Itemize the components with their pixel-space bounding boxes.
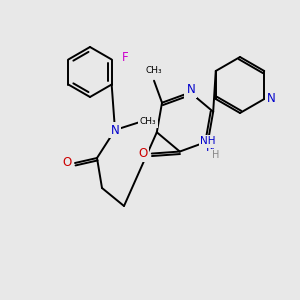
- Text: NH: NH: [200, 136, 216, 146]
- Text: N: N: [111, 124, 119, 136]
- Text: N: N: [206, 141, 214, 154]
- Text: O: O: [138, 147, 147, 160]
- Text: N: N: [267, 92, 276, 106]
- Text: N: N: [186, 86, 195, 99]
- Text: CH₃: CH₃: [140, 118, 156, 127]
- Text: O: O: [62, 157, 72, 169]
- Text: H: H: [212, 150, 220, 160]
- Text: F: F: [122, 51, 129, 64]
- Text: N: N: [187, 83, 196, 96]
- Text: CH₃: CH₃: [146, 66, 162, 75]
